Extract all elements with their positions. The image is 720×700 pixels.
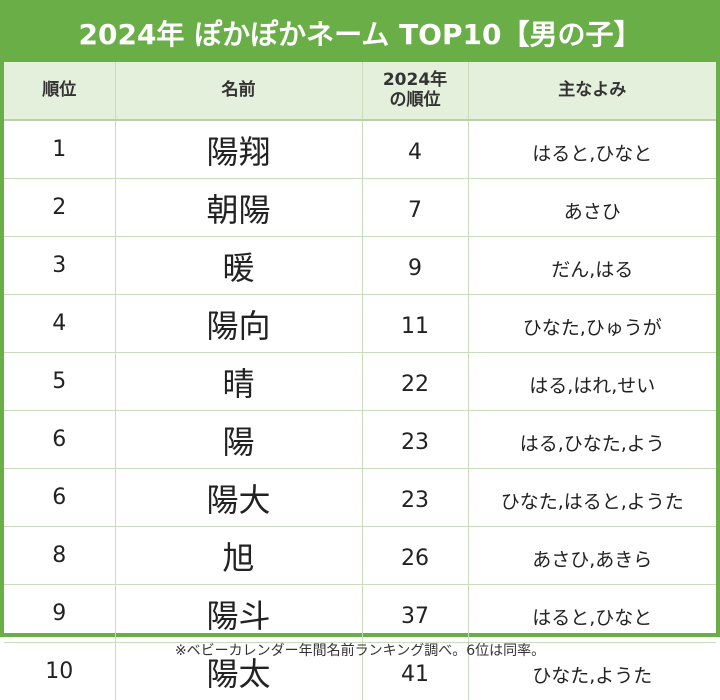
name-cell: 陽向 bbox=[115, 295, 362, 353]
header-cell: 順位 bbox=[4, 62, 115, 120]
header-cell: 名前 bbox=[115, 62, 362, 120]
prev-cell: 23 bbox=[362, 469, 468, 527]
prev-cell: 7 bbox=[362, 179, 468, 237]
header-cell: 主なよみ bbox=[468, 62, 716, 120]
yomi-cell: だん,はる bbox=[468, 237, 716, 295]
rank-cell: 4 bbox=[4, 295, 115, 353]
rank-cell: 6 bbox=[4, 469, 115, 527]
name-cell: 陽大 bbox=[115, 469, 362, 527]
prev-cell: 23 bbox=[362, 411, 468, 469]
prev-cell: 11 bbox=[362, 295, 468, 353]
yomi-cell: はる,はれ,せい bbox=[468, 353, 716, 411]
rank-cell: 8 bbox=[4, 527, 115, 585]
prev-cell: 37 bbox=[362, 585, 468, 643]
rank-cell: 1 bbox=[4, 120, 115, 179]
name-cell: 陽斗 bbox=[115, 585, 362, 643]
rank-cell: 5 bbox=[4, 353, 115, 411]
prev-cell: 26 bbox=[362, 527, 468, 585]
yomi-cell: ひなた,はると,ようた bbox=[468, 469, 716, 527]
header-line: の順位 bbox=[364, 91, 467, 111]
rank-cell: 9 bbox=[4, 585, 115, 643]
title: 2024年 ぽかぽかネーム TOP10【男の子】 bbox=[4, 4, 716, 62]
name-cell: 陽翔 bbox=[115, 120, 362, 179]
rank-cell: 2 bbox=[4, 179, 115, 237]
prev-cell: 4 bbox=[362, 120, 468, 179]
yomi-cell: はる,ひなた,よう bbox=[468, 411, 716, 469]
rank-cell: 6 bbox=[4, 411, 115, 469]
name-cell: 陽 bbox=[115, 411, 362, 469]
yomi-cell: はると,ひなと bbox=[468, 585, 716, 643]
yomi-cell: ひなた,ひゅうが bbox=[468, 295, 716, 353]
name-cell: 晴 bbox=[115, 353, 362, 411]
name-cell: 旭 bbox=[115, 527, 362, 585]
header-line: 2024年 bbox=[364, 71, 467, 91]
yomi-cell: あさひ,あきら bbox=[468, 527, 716, 585]
yomi-cell: あさひ bbox=[468, 179, 716, 237]
page: {"title": "2024年 ぽかぽかネーム TOP10【男の子】", "t… bbox=[0, 0, 720, 675]
footnote: ※ベビーカレンダー年間名前ランキング調べ。6位は同率。 bbox=[0, 640, 720, 660]
prev-cell: 9 bbox=[362, 237, 468, 295]
rank-cell: 3 bbox=[4, 237, 115, 295]
header-cell: 2024年の順位 bbox=[362, 62, 468, 120]
prev-cell: 22 bbox=[362, 353, 468, 411]
name-cell: 暖 bbox=[115, 237, 362, 295]
name-cell: 朝陽 bbox=[115, 179, 362, 237]
yomi-cell: はると,ひなと bbox=[468, 120, 716, 179]
